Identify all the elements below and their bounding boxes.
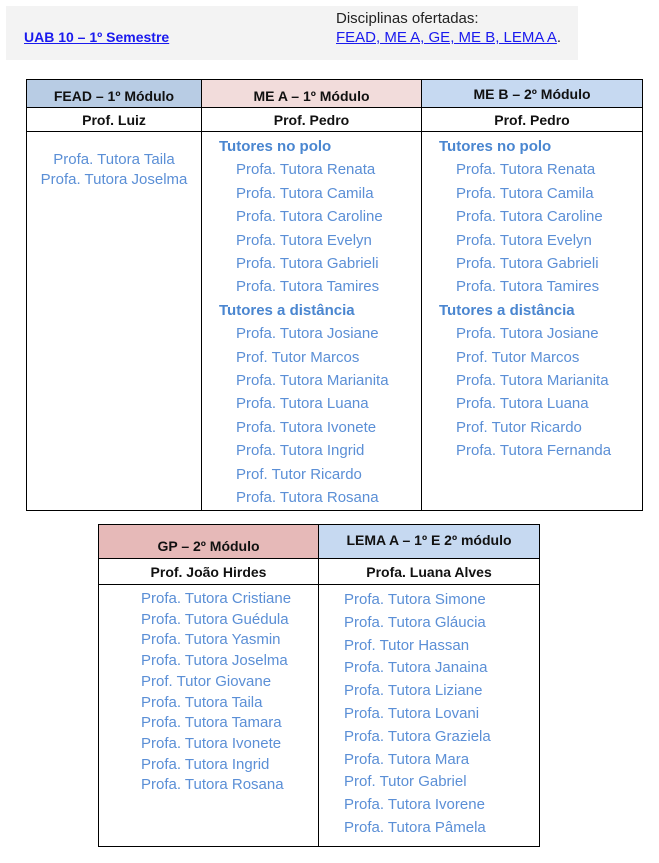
tutor-item: Profa. Tutora Rosana	[236, 489, 379, 507]
tutor-item: Profa. Tutora Liziane	[344, 682, 483, 700]
tutor-item: Profa. Tutora Ivorene	[344, 796, 485, 814]
tutors-cell: Profa. Tutora Cristiane Profa. Tutora Gué…	[98, 584, 319, 847]
tutor-item: Profa. Tutora Gláucia	[344, 613, 486, 631]
tutor-item: Profa. Tutora Evelyn	[456, 231, 592, 249]
tutor-item: Profa. Tutora Renata	[456, 161, 596, 179]
section-label: Tutores no polo	[219, 138, 332, 155]
module-header: LEMA A – 1º E 2º módulo	[318, 524, 540, 559]
tutor-item: Profa. Tutora Renata	[236, 161, 376, 179]
tutor-item: Profa. Tutora Graziela	[344, 727, 491, 745]
tutor-item: Profa. Tutora Mara	[344, 750, 470, 768]
tutors-cell: Profa. Tutora Taila Profa. Tutora Joselma	[26, 131, 202, 511]
tutor-item: Profa. Tutora Pâmela	[344, 818, 486, 836]
tutor-item: Prof. Tutor Hassan	[344, 636, 470, 654]
professor-cell: Prof. Pedro	[201, 107, 422, 132]
tutor-item: Profa. Tutora Janaina	[344, 659, 488, 677]
tutor-item: Profa. Tutora Caroline	[456, 208, 603, 226]
tutor-item: Prof. Tutor Ricardo	[236, 465, 362, 483]
tutor-item: Profa. Tutora Camila	[456, 184, 594, 202]
module-header: ME A – 1º Módulo	[201, 79, 422, 108]
section-label: Tutores a distância	[439, 301, 575, 319]
tutor-item: Prof. Tutor Marcos	[236, 348, 360, 366]
tutor-item: Profa. Tutora Tamires	[236, 278, 380, 296]
tutor-item: Profa. Tutora Camila	[236, 184, 374, 202]
header-box	[6, 6, 578, 60]
modules-table-2: GP – 2º Módulo LEMA A – 1º E 2º módulo Pr…	[98, 524, 540, 847]
tutor-item: Profa. Tutora Evelyn	[236, 231, 372, 249]
tutor-item: Profa. Tutora Taila	[141, 693, 263, 711]
professor-cell: Prof. Pedro	[421, 107, 643, 132]
tutor-item: Profa. Tutora Tamires	[456, 278, 600, 296]
tutor-item: Profa. Tutora Taila	[53, 151, 175, 168]
tutor-item: Profa. Tutora Josiane	[456, 325, 599, 343]
tutor-item: Profa. Tutora Joselma	[141, 652, 288, 670]
tutor-item: Profa. Tutora Marianita	[236, 372, 389, 390]
tutor-item: Profa. Tutora Simone	[344, 591, 486, 608]
tutor-item: Prof. Tutor Giovane	[141, 672, 272, 690]
tutor-item: Profa. Tutora Ivonete	[236, 418, 377, 436]
offered-label: Disciplinas ofertadas:	[336, 10, 479, 27]
module-header: GP – 2º Módulo	[98, 524, 319, 559]
tutors-cell: Tutores no polo Profa. Tutora Renata Profa…	[201, 131, 422, 511]
tutor-item: Profa. Tutora Yasmin	[141, 631, 281, 649]
tutor-item: Profa. Tutora Tamara	[141, 714, 282, 732]
tutor-item: Profa. Tutora Gabrieli	[456, 255, 599, 273]
section-label: Tutores no polo	[439, 138, 552, 155]
tutor-item: Profa. Tutora Ingrid	[236, 442, 365, 460]
tutor-item: Profa. Tutora Caroline	[236, 208, 383, 226]
module-header: ME B – 2º Módulo	[421, 79, 643, 108]
tutor-item: Prof. Tutor Marcos	[456, 348, 580, 366]
tutors-cell: Tutores no polo Profa. Tutora Renata Profa…	[421, 131, 643, 511]
tutor-item: Profa. Tutora Ivonete	[141, 734, 282, 752]
tutor-item: Prof. Tutor Ricardo	[456, 418, 582, 436]
semester-link[interactable]: UAB 10 – 1º Semestre	[24, 29, 170, 45]
tutors-cell: Profa. Tutora Simone Profa. Tutora Gláuci…	[318, 584, 540, 847]
tutor-item: Profa. Tutora Gabrieli	[236, 255, 379, 273]
professor-cell: Prof. Luiz	[26, 107, 202, 132]
offered-list-link[interactable]: FEAD, ME A, GE, ME B, LEMA A	[336, 29, 557, 46]
tutor-item: Profa. Tutora Josiane	[236, 325, 379, 343]
tutor-item: Profa. Tutora Marianita	[456, 372, 609, 390]
offered-disciplines: Disciplinas ofertadas: FEAD, ME A, GE, M…	[336, 10, 562, 46]
tutor-item: Prof. Tutor Gabriel	[344, 773, 467, 791]
tutor-item: Profa. Tutora Ingrid	[141, 755, 270, 773]
tutor-item: Profa. Tutora Lovani	[344, 704, 480, 722]
tutor-item: Profa. Tutora Fernanda	[456, 442, 612, 460]
tutor-item: Profa. Tutora Cristiane	[141, 590, 292, 607]
tutor-item: Profa. Tutora Luana	[236, 395, 369, 413]
module-header: FEAD – 1º Módulo	[26, 79, 202, 108]
tutor-item: Profa. Tutora Joselma	[40, 171, 188, 188]
modules-table-1: FEAD – 1º Módulo ME A – 1º Módulo ME B – 2…	[26, 79, 643, 511]
section-label: Tutores a distância	[219, 301, 355, 319]
tutor-item: Profa. Tutora Luana	[456, 395, 589, 413]
professor-cell: Prof. João Hirdes	[98, 558, 319, 585]
tutor-item: Profa. Tutora Rosana	[141, 776, 284, 794]
professor-cell: Profa. Luana Alves	[318, 558, 540, 585]
tutor-item: Profa. Tutora Guédula	[141, 610, 289, 628]
